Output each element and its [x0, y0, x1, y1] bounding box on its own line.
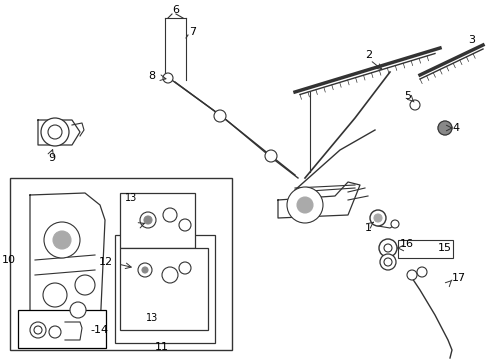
Circle shape	[143, 216, 152, 224]
Circle shape	[30, 322, 46, 338]
Text: 13: 13	[125, 193, 137, 203]
Circle shape	[264, 150, 276, 162]
Text: 8: 8	[148, 71, 155, 81]
Text: 9: 9	[48, 153, 55, 163]
Circle shape	[296, 197, 312, 213]
Circle shape	[286, 187, 323, 223]
Text: 4: 4	[451, 123, 458, 133]
Text: 12: 12	[99, 257, 113, 267]
Circle shape	[369, 210, 385, 226]
Text: 11: 11	[155, 342, 169, 352]
Text: -14: -14	[90, 325, 108, 335]
Circle shape	[34, 326, 42, 334]
Text: 1: 1	[364, 223, 371, 233]
Circle shape	[416, 267, 426, 277]
Circle shape	[140, 212, 156, 228]
Circle shape	[378, 239, 396, 257]
Bar	[397, 240, 452, 258]
Circle shape	[383, 244, 391, 252]
Circle shape	[163, 208, 177, 222]
Circle shape	[409, 100, 419, 110]
Bar	[18, 310, 106, 348]
Circle shape	[41, 118, 69, 146]
Text: 13: 13	[145, 313, 158, 323]
Circle shape	[44, 222, 80, 258]
Circle shape	[373, 214, 381, 222]
Circle shape	[163, 73, 173, 83]
Text: 7: 7	[189, 27, 196, 37]
Circle shape	[214, 110, 225, 122]
Circle shape	[179, 262, 191, 274]
Circle shape	[379, 254, 395, 270]
Bar	[120, 193, 195, 248]
Text: 17: 17	[451, 273, 465, 283]
Text: 3: 3	[467, 35, 474, 45]
Circle shape	[383, 258, 391, 266]
Circle shape	[48, 125, 62, 139]
Text: 10: 10	[2, 255, 16, 265]
Text: 2: 2	[364, 50, 371, 60]
Text: 6: 6	[172, 5, 179, 15]
Circle shape	[406, 270, 416, 280]
Circle shape	[138, 263, 152, 277]
Circle shape	[49, 326, 61, 338]
Text: 16: 16	[399, 239, 413, 249]
Circle shape	[142, 267, 148, 273]
Circle shape	[162, 267, 178, 283]
Text: 5: 5	[403, 91, 410, 101]
Bar	[10, 178, 231, 350]
Circle shape	[75, 275, 95, 295]
Circle shape	[70, 302, 86, 318]
Bar	[120, 248, 207, 330]
Circle shape	[179, 219, 191, 231]
Circle shape	[437, 121, 451, 135]
Text: 15: 15	[437, 243, 451, 253]
Circle shape	[53, 231, 71, 249]
Circle shape	[43, 283, 67, 307]
Circle shape	[390, 220, 398, 228]
Bar	[115, 235, 215, 343]
